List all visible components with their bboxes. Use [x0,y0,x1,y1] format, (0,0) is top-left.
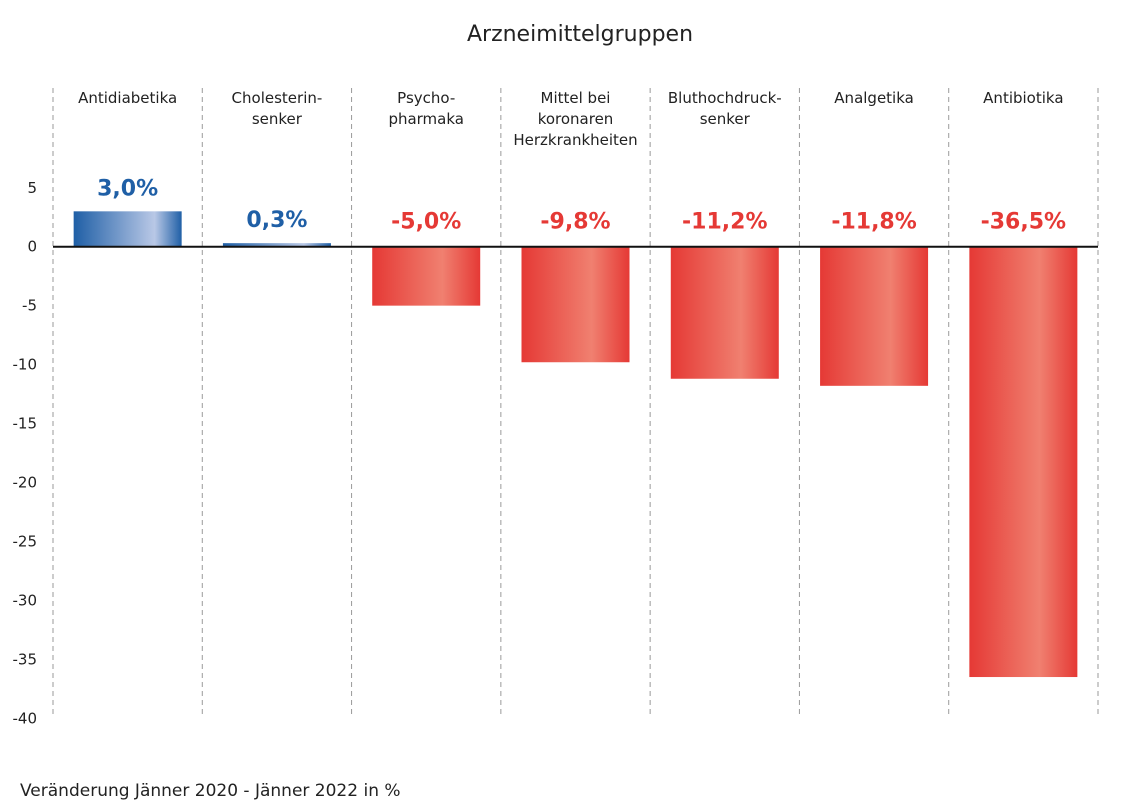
y-tick-label: -35 [13,650,38,668]
y-axis-tick-labels: 5 0 -5 -10 -15 -20 -25 -30 -35 -40 [13,179,38,728]
y-tick-label: -15 [13,415,38,433]
category-label: Psycho-pharmaka [388,89,464,128]
chart-caption: Veränderung Jänner 2020 - Jänner 2022 in… [20,781,401,801]
bar [521,246,630,363]
y-tick-label: 0 [27,238,37,256]
value-label: -36,5% [981,210,1066,235]
y-tick-label: -20 [13,474,38,492]
category-label: Mittel bei koronaren Herzkrankheiten [513,89,637,149]
category-label: Antidiabetika [78,89,177,107]
bar [820,246,929,386]
y-tick-label: -10 [13,356,38,374]
value-label: -9,8% [540,210,610,235]
column-dividers [52,88,1099,717]
y-tick-label: 5 [27,179,37,197]
value-label: -11,8% [831,210,916,235]
value-label: -11,2% [682,210,767,235]
value-label: 0,3% [246,208,307,233]
category-label: Analgetika [834,89,914,107]
bar [222,243,331,247]
bar [670,246,779,379]
y-tick-label: -40 [13,709,38,727]
bar [73,211,182,247]
category-label: Cholesterin-senker [232,89,323,128]
bar [372,246,481,306]
y-tick-label: -5 [22,297,37,315]
y-tick-label: -25 [13,532,38,550]
bar [969,246,1078,678]
bars [73,211,1078,678]
chart-title: Arzneimittelgruppen [467,22,693,47]
category-labels: Antidiabetika Cholesterin-senker Psycho-ph… [78,89,1063,149]
category-label: Antibiotika [983,89,1063,107]
value-label: -5,0% [391,210,461,235]
value-labels: 3,0% 0,3% -5,0% -9,8% -11,2% -11,8% -36,5% [97,176,1066,234]
y-tick-label: -30 [13,591,38,609]
category-label: Bluthochdruck-senker [668,89,782,128]
value-label: 3,0% [97,176,158,201]
